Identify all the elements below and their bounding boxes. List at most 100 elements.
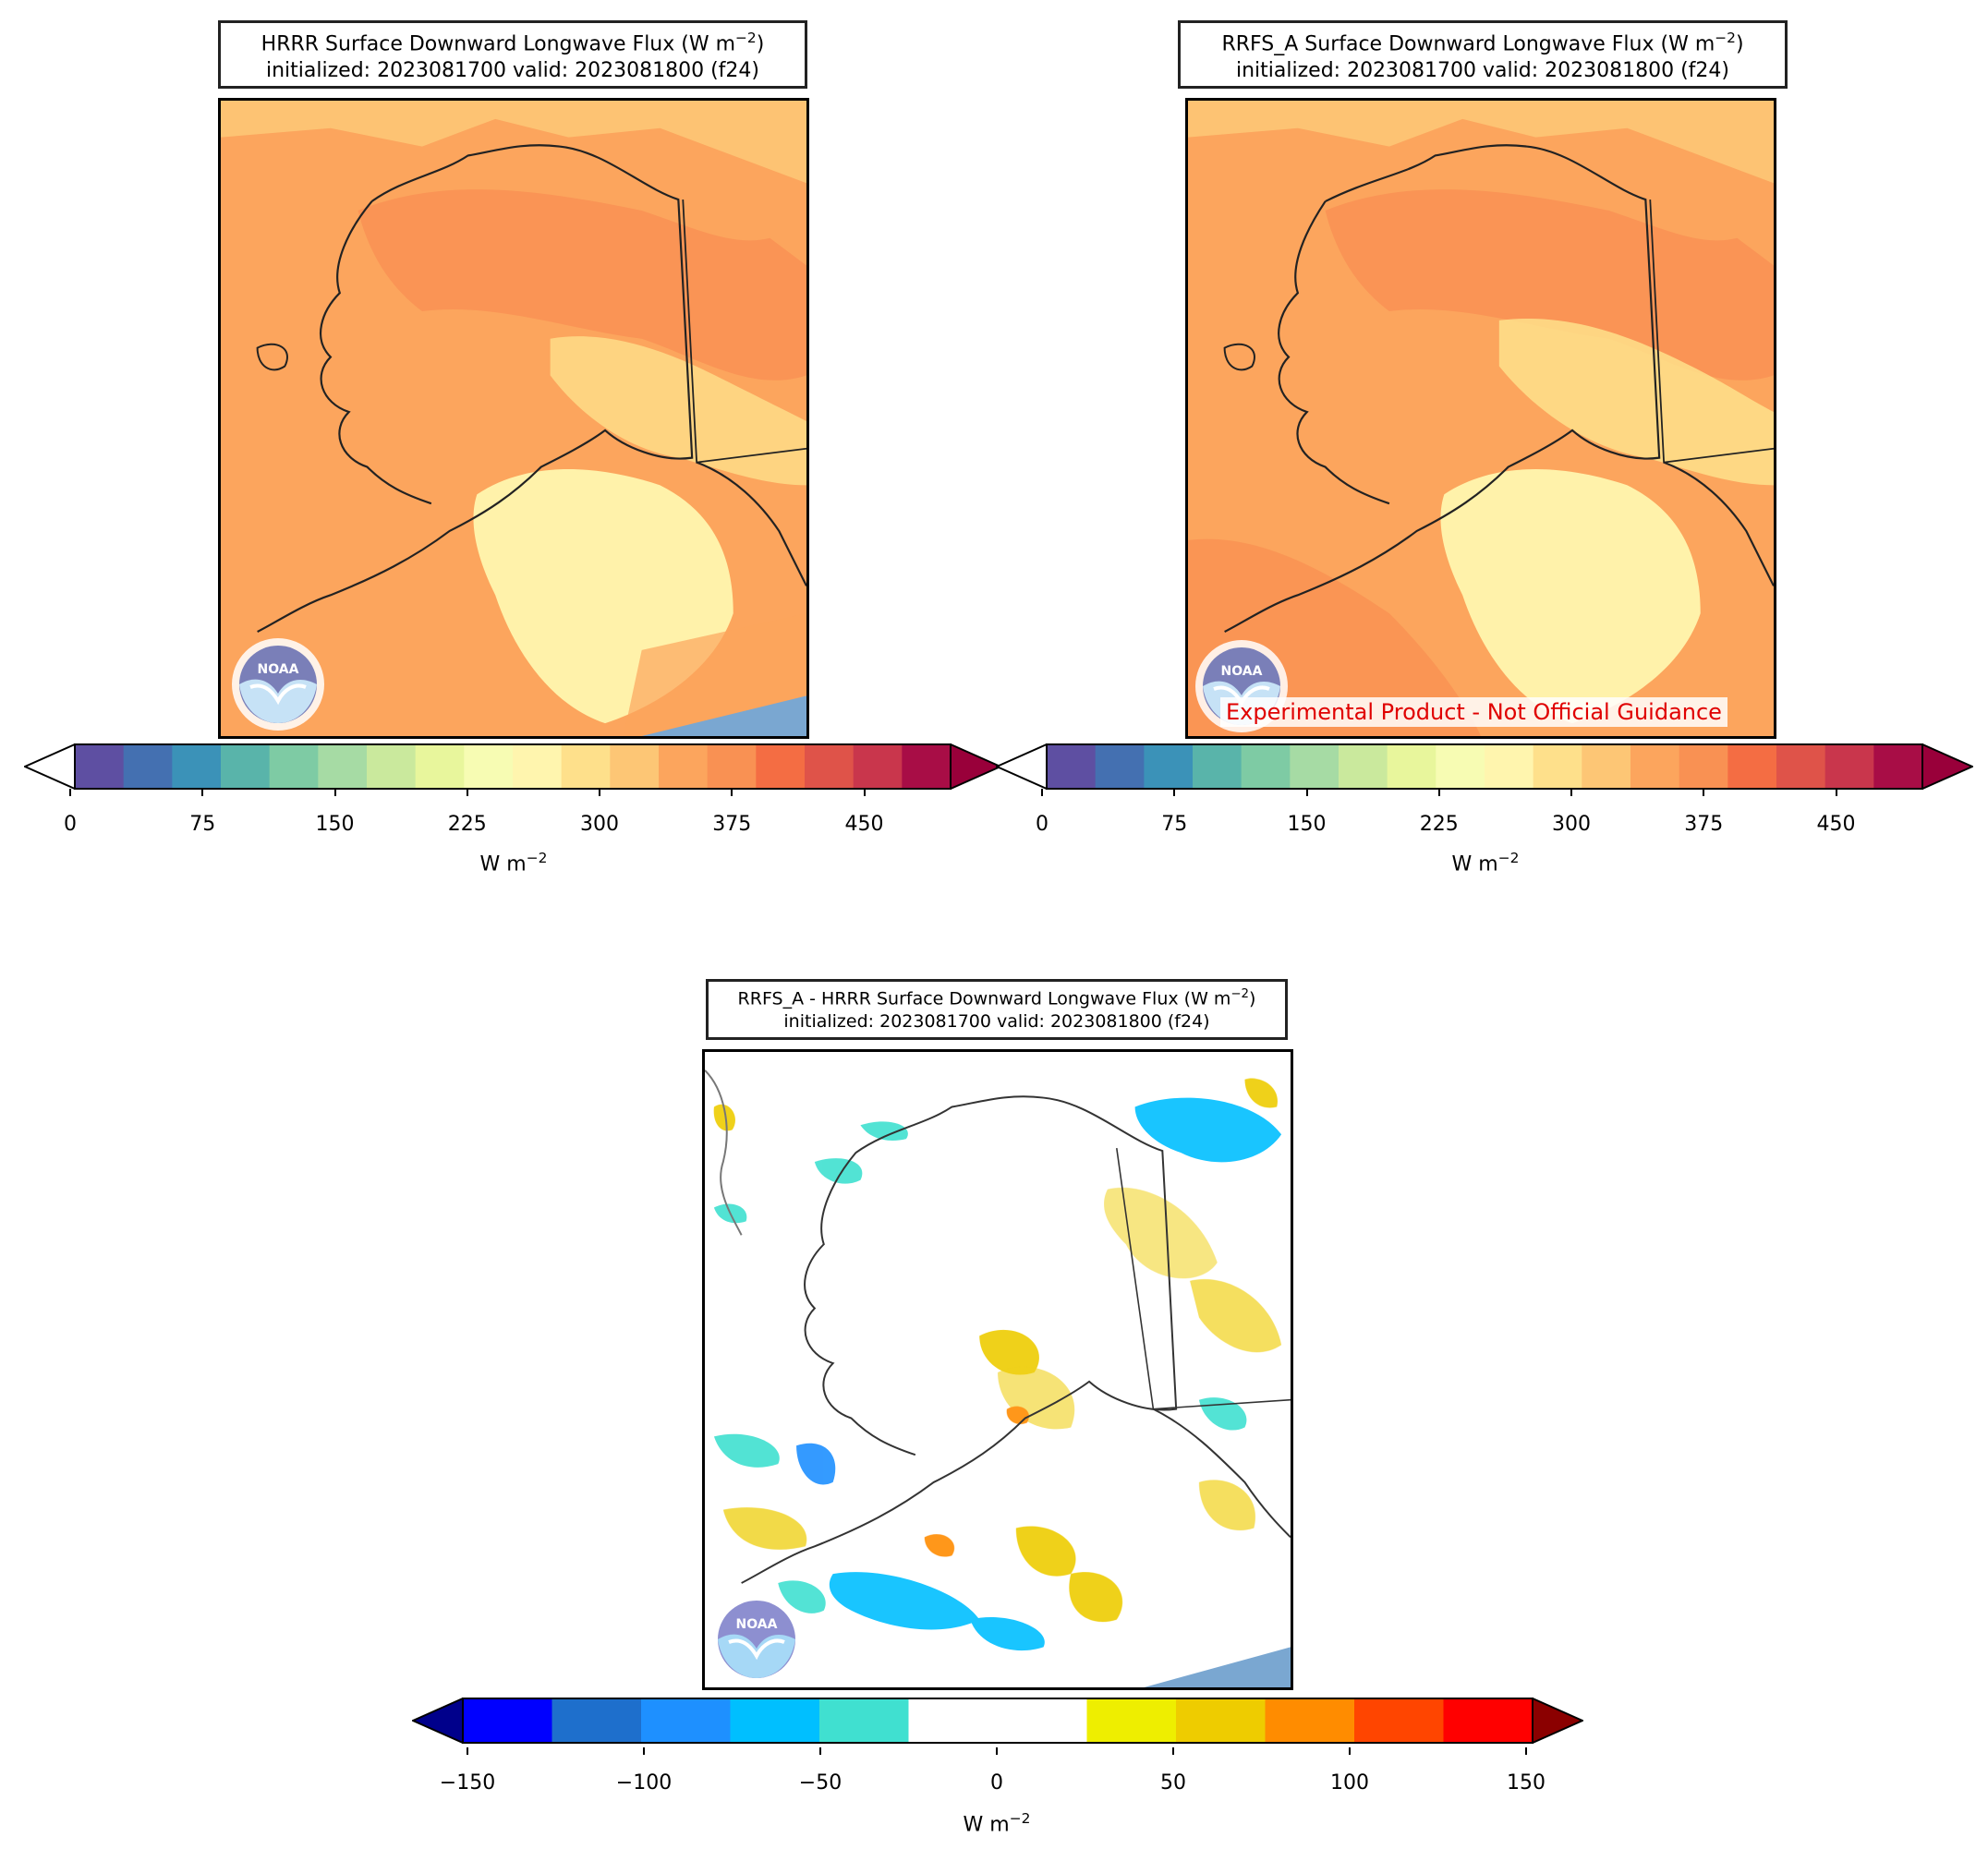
colorbar-bin [1436,744,1485,789]
rrfs-coastline [1224,144,1661,633]
colorbar-bin [1193,744,1242,789]
hrrr-unit-sup: −2 [526,850,548,866]
colorbar-tick-mark [69,789,71,796]
diff-panhandle [1152,1408,1291,1539]
rrfs-panhandle [1663,461,1774,586]
colorbar-over-arrow [950,743,1003,791]
colorbar-tick-mark [599,789,600,796]
colorbar-bin [318,744,368,789]
hrrr-map-svg [221,101,806,736]
colorbar-bin [998,1698,1087,1743]
colorbar-tick-label: 225 [447,813,487,836]
colorbar-bin [1727,744,1777,789]
diff-colorbar [410,1697,1585,1745]
colorbar-tick-label: 0 [64,813,77,836]
diff-positive-patches [713,1078,1282,1623]
diff-title: RRFS_A - HRRR Surface Downward Longwave … [706,979,1288,1040]
colorbar-bin [1241,744,1291,789]
hrrr-title-main: HRRR Surface Downward Longwave Flux (W m [261,32,736,56]
colorbar-tick-mark [1349,1747,1351,1755]
colorbar-tick-label: 300 [580,813,619,836]
colorbar-bin [1387,744,1436,789]
colorbar-tick-label: 100 [1330,1771,1369,1795]
colorbar-frame [462,1698,1533,1744]
colorbar-tick-label: 150 [1287,813,1327,836]
colorbar-tick-mark [467,1747,468,1755]
colorbar-bin [513,744,563,789]
noaa-logo-icon: NOAA [230,636,326,732]
colorbar-bin [1443,1698,1533,1743]
colorbar-tick-label: 450 [844,813,884,836]
colorbar-tick-mark [1305,789,1308,796]
experimental-product-label: Experimental Product - Not Official Guid… [1220,697,1727,727]
diff-colorbar-svg [410,1697,1585,1745]
rrfs-unit-sup: −2 [1497,850,1520,866]
colorbar-bin [1533,744,1582,789]
hrrr-colorbar-svg [22,743,1003,791]
colorbar-tick-label: 450 [1816,813,1856,836]
colorbar-bin [1679,744,1728,789]
colorbar-bin [1047,744,1097,789]
diff-field [705,1052,1291,1687]
colorbar-tick-mark [466,789,468,796]
diff-coastline [741,1095,1178,1584]
colorbar-over-arrow [1532,1697,1585,1745]
hrrr-title-sup: −2 [735,30,757,46]
colorbar-bin [1776,744,1826,789]
colorbar-tick-label: −50 [798,1771,842,1795]
hrrr-flux-north [221,101,806,184]
colorbar-tick-mark [863,789,866,796]
colorbar-tick-mark [643,1747,645,1755]
rrfs-flux-warm-band [1325,189,1774,381]
hrrr-nodata-wedge [641,695,806,736]
colorbar-bin [552,1698,642,1743]
colorbar-bin [1873,744,1923,789]
hrrr-map: NOAA [218,98,809,739]
colorbar-bin [221,744,271,789]
hrrr-flux-interior [550,336,806,486]
colorbar-over-arrow [1921,743,1975,791]
colorbar-bin [853,744,903,789]
colorbar-bin [172,744,222,789]
rrfs-title-line2: initialized: 2023081700 valid: 202308180… [1236,59,1729,83]
colorbar-bin [463,1698,552,1743]
diff-colorbar-unit: W m−2 [964,1810,1031,1836]
rrfs-title: RRFS_A Surface Downward Longwave Flux (W… [1178,20,1788,89]
colorbar-tick-mark [201,789,204,796]
colorbar-tick-label: −150 [439,1771,496,1795]
colorbar-bin [1086,1698,1177,1743]
colorbar-tick-label: 75 [189,813,216,836]
colorbar-bin [902,744,952,789]
rrfs-island [1223,343,1255,371]
colorbar-bin [1582,744,1631,789]
colorbar-bin [819,1698,909,1743]
hrrr-colorbar-unit: W m−2 [480,850,548,876]
colorbar-bin [1630,744,1680,789]
colorbar-tick-mark [333,789,336,796]
colorbar-bin [1265,1698,1355,1743]
rrfs-flux-north [1188,101,1774,184]
colorbar-bin [1485,744,1534,789]
colorbar-bin [75,744,125,789]
colorbar-bin [561,744,611,789]
rrfs-colorbar-svg [994,743,1975,791]
diff-title-close: ) [1249,988,1256,1009]
svg-text:NOAA: NOAA [1221,664,1263,679]
rrfs-title-sup: −2 [1715,30,1736,46]
colorbar-tick-mark [1703,789,1705,796]
svg-text:NOAA: NOAA [736,1617,778,1632]
hrrr-title-line2: initialized: 2023081700 valid: 202308180… [266,59,759,83]
colorbar-tick-mark [1437,789,1440,796]
colorbar-tick-label: 150 [1507,1771,1546,1795]
colorbar-tick-mark [1570,789,1572,796]
colorbar-bin [641,1698,731,1743]
colorbar-tick-label: 300 [1552,813,1591,836]
diff-title-line2: initialized: 2023081700 valid: 202308180… [783,1011,1210,1033]
colorbar-tick-label: 75 [1161,813,1188,836]
hrrr-coastline [257,144,694,633]
colorbar-bin [659,744,709,789]
diff-negative-patches [713,1097,1282,1651]
colorbar-bin [1339,744,1388,789]
colorbar-tick-mark [1525,1747,1527,1755]
hrrr-island [256,343,288,371]
